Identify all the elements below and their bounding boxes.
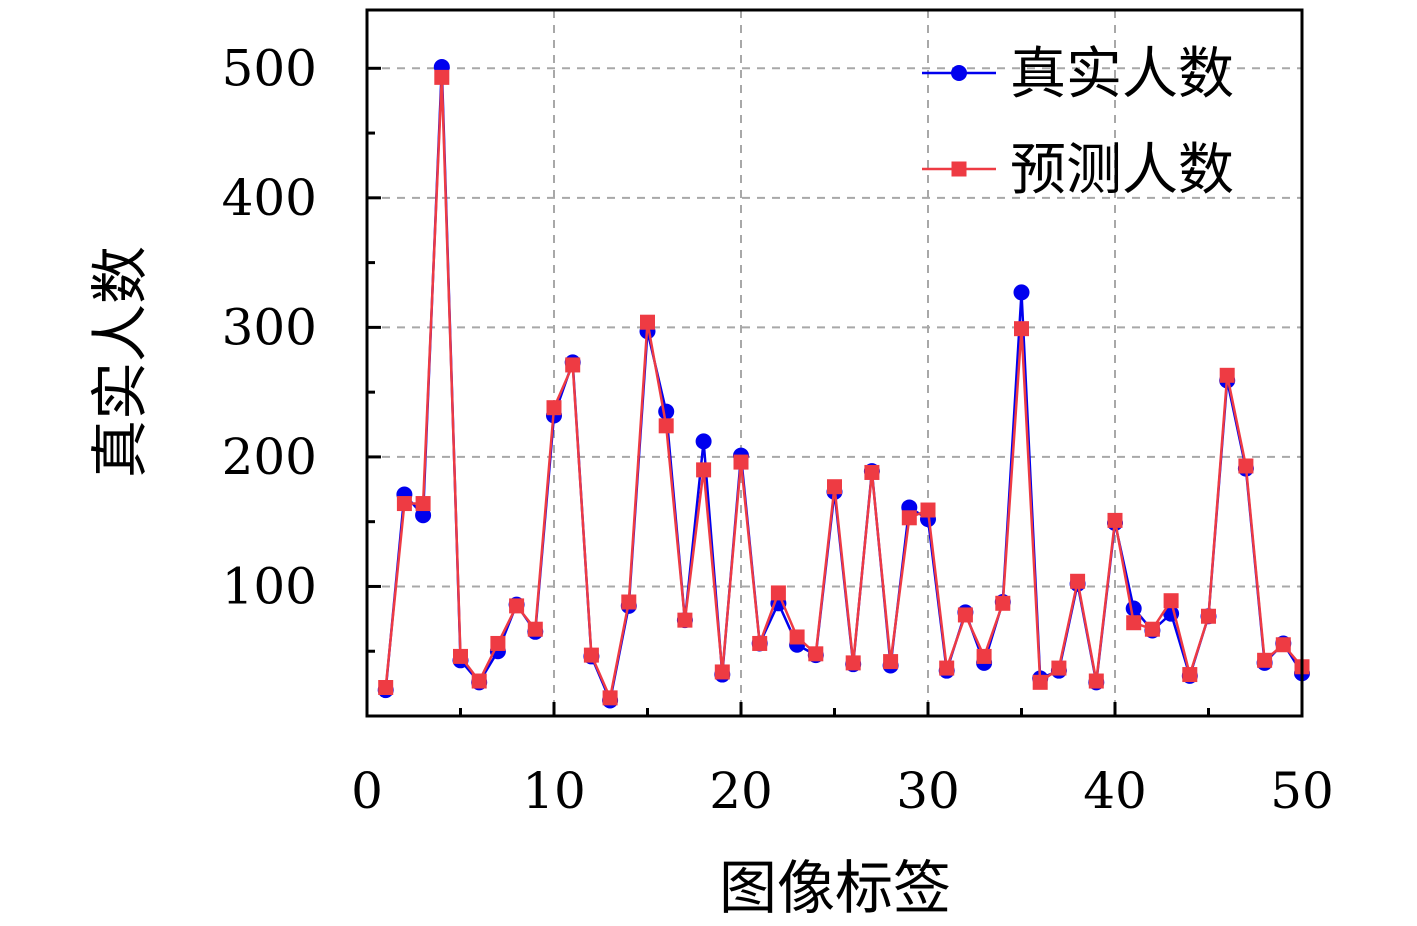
series-1-point-3 xyxy=(434,69,450,85)
tick-labels: 0 10 20 30 40 50 100 200 300 400 500 xyxy=(222,39,1334,820)
grid-lines xyxy=(367,10,1302,716)
series-1-point-41 xyxy=(1144,621,1160,637)
series-1-point-32 xyxy=(976,648,992,664)
legend-label-1: 预测人数 xyxy=(1010,138,1234,203)
legend-marker-1 xyxy=(951,161,967,177)
series-0-point-34 xyxy=(1013,284,1030,301)
series-1-point-7 xyxy=(509,598,525,614)
series-1-point-34 xyxy=(1014,321,1029,337)
series-1-point-2 xyxy=(415,496,431,512)
series-1-point-39 xyxy=(1107,512,1123,528)
series-1-point-46 xyxy=(1238,458,1254,474)
series-1-point-25 xyxy=(845,655,861,671)
series-1-point-47 xyxy=(1257,652,1273,668)
series-1-point-31 xyxy=(957,607,973,623)
series-1-point-42 xyxy=(1163,593,1179,609)
legend-item-1: 预测人数 xyxy=(922,138,1234,203)
x-tick-label-0: 0 xyxy=(351,762,383,820)
series-1-point-24 xyxy=(827,479,842,495)
series-1-point-20 xyxy=(752,635,768,651)
plot-frame xyxy=(365,8,1304,718)
x-tick-label-4: 40 xyxy=(1083,762,1147,820)
series-1-point-12 xyxy=(602,690,618,706)
series-1-point-26 xyxy=(864,464,880,480)
x-tick-label-2: 20 xyxy=(709,762,773,820)
series-0-point-15 xyxy=(658,403,675,420)
series-1-point-22 xyxy=(789,629,805,645)
series-1-point-37 xyxy=(1070,573,1086,589)
series-1 xyxy=(378,69,1310,706)
series-1-point-48 xyxy=(1275,637,1291,653)
series-0-point-40 xyxy=(1125,600,1142,617)
series-1-point-14 xyxy=(640,314,655,330)
legend-item-0: 真实人数 xyxy=(922,42,1234,107)
series-1-point-45 xyxy=(1219,367,1235,383)
series-1-point-30 xyxy=(939,660,955,676)
series-1-point-21 xyxy=(770,585,786,601)
series-1-point-38 xyxy=(1088,673,1104,689)
series-1-point-27 xyxy=(883,654,899,670)
series-1-point-15 xyxy=(658,418,674,434)
legend-label-0: 真实人数 xyxy=(1010,42,1234,107)
y-tick-label-3: 400 xyxy=(222,169,317,227)
y-axis-label: 真实人数 xyxy=(86,246,154,478)
series-1-point-44 xyxy=(1201,608,1216,624)
series-1-point-5 xyxy=(471,673,487,689)
series-1-point-40 xyxy=(1126,615,1142,631)
series-1-point-4 xyxy=(453,648,468,664)
y-tick-label-1: 200 xyxy=(222,428,317,486)
series-1-point-19 xyxy=(733,454,749,470)
x-axis-label: 图像标签 xyxy=(719,854,951,922)
series-0-point-2 xyxy=(415,507,432,524)
x-tick-label-5: 50 xyxy=(1270,762,1334,820)
series-1-point-6 xyxy=(490,635,506,651)
series-1-point-13 xyxy=(621,594,637,610)
legend-marker-0 xyxy=(951,65,967,81)
series-1-point-0 xyxy=(378,680,394,696)
series-1-point-17 xyxy=(696,462,712,478)
series-0-point-17 xyxy=(695,433,712,450)
series-1-point-8 xyxy=(527,621,543,637)
series-1-point-28 xyxy=(901,510,917,526)
series-1-point-33 xyxy=(995,595,1011,611)
series-layer xyxy=(377,58,1310,709)
series-1-point-10 xyxy=(565,357,581,373)
series-1-point-16 xyxy=(677,612,693,628)
y-tick-label-0: 100 xyxy=(222,557,317,615)
x-tick-label-1: 10 xyxy=(522,762,586,820)
series-1-point-35 xyxy=(1032,674,1048,690)
series-1-point-11 xyxy=(583,647,599,663)
x-tick-label-3: 30 xyxy=(896,762,960,820)
series-1-point-1 xyxy=(396,496,412,512)
series-1-point-9 xyxy=(546,400,562,416)
series-1-point-36 xyxy=(1051,660,1067,676)
series-1-point-43 xyxy=(1182,667,1198,683)
series-1-point-23 xyxy=(808,646,824,662)
y-tick-label-4: 500 xyxy=(222,39,317,97)
y-tick-label-2: 300 xyxy=(222,298,317,356)
series-1-point-18 xyxy=(714,664,730,680)
series-1-point-29 xyxy=(920,502,936,518)
axis-ticks xyxy=(365,66,1304,716)
